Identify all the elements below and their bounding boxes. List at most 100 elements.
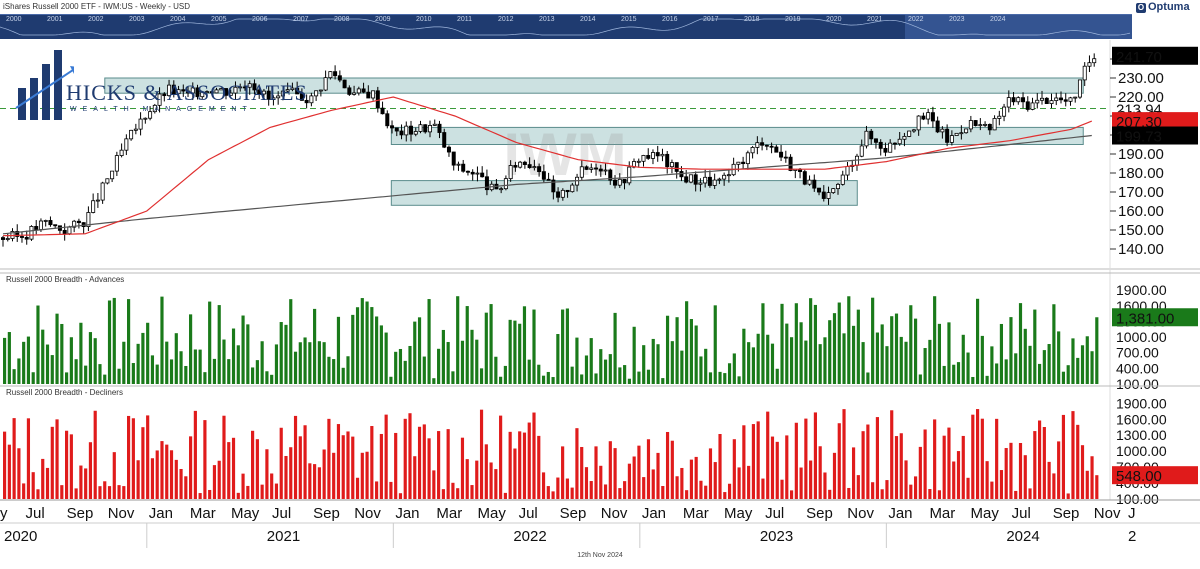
logo-tagline: WEALTH MANAGEMENT — [70, 106, 253, 113]
candle-body — [157, 93, 162, 106]
advances-bar — [336, 316, 341, 384]
navigator-year-label: 2005 — [211, 16, 227, 23]
chart-header: iShares Russell 2000 ETF - IWM:US - Week… — [0, 0, 1200, 14]
decliners-bar — [231, 437, 236, 499]
candle-body — [717, 178, 722, 181]
decliners-bar — [98, 486, 102, 499]
decliners-bar — [751, 424, 755, 499]
decliners-bar — [618, 488, 622, 499]
decliners-bar — [499, 415, 503, 499]
candle-body — [703, 176, 708, 184]
advances-bar — [561, 309, 565, 384]
decliners-bar — [270, 473, 274, 499]
advances-bar — [704, 348, 708, 384]
advances-bar — [718, 371, 722, 384]
decliners-bar — [651, 469, 655, 499]
decliners-bar — [107, 486, 112, 499]
decliners-bar — [851, 447, 856, 499]
advances-bar — [460, 340, 465, 384]
advances-bar — [890, 316, 894, 384]
candle-body — [907, 130, 912, 137]
decliners-bar — [117, 485, 121, 499]
decliners-bar — [513, 448, 517, 499]
decliners-bar — [45, 467, 50, 499]
decliners-bar — [732, 439, 736, 499]
price-tick-label: 140.00 — [1118, 241, 1164, 258]
candle-body — [162, 93, 167, 97]
candle-body — [669, 162, 674, 168]
candle-body — [1058, 97, 1063, 101]
navigator-year-label: 2023 — [949, 16, 965, 23]
decliners-bar — [880, 489, 884, 499]
candle-body — [603, 169, 608, 172]
advances-bar — [565, 308, 569, 384]
candle-body — [1011, 97, 1016, 103]
decliners-bar — [456, 488, 460, 499]
candle-body — [831, 188, 836, 194]
candle-body — [0, 237, 6, 240]
advances-bar — [422, 356, 426, 384]
candle-body — [38, 220, 43, 230]
x-axis-month-label: Sep — [1053, 505, 1080, 522]
candle-body — [290, 87, 295, 91]
candle-body — [584, 166, 589, 170]
advances-bar — [818, 344, 822, 384]
decliners-bar — [1004, 448, 1008, 499]
advances-bar — [794, 303, 798, 384]
advances-bar — [937, 323, 942, 384]
advances-bar — [603, 359, 608, 384]
candle-body — [655, 152, 660, 157]
candle-body — [342, 79, 347, 89]
candle-body — [641, 155, 646, 162]
advances-bar — [1037, 363, 1042, 384]
price-tick-label: 170.00 — [1118, 184, 1164, 201]
advances-bar — [55, 313, 59, 384]
candle-body — [1087, 62, 1092, 67]
advances-bar — [479, 368, 484, 384]
advances-last-bg — [1112, 308, 1198, 327]
candle-body — [945, 128, 950, 143]
candle-body — [992, 118, 997, 131]
candle-body — [361, 88, 366, 93]
candle-body — [570, 184, 575, 193]
advances-bar — [465, 306, 469, 384]
advances-bar — [866, 372, 870, 384]
navigator-year-label: 2021 — [867, 16, 883, 23]
candle-body — [1016, 97, 1021, 103]
advances-bar — [355, 307, 360, 384]
advances-bar — [1071, 338, 1075, 384]
candle-body — [688, 174, 693, 183]
candle-body — [318, 89, 323, 92]
x-axis-month-label: Jan — [888, 505, 912, 522]
candle-body — [826, 192, 831, 199]
decliners-bar — [1090, 456, 1094, 499]
advances-bar — [1047, 344, 1051, 384]
advances-bar — [599, 349, 603, 384]
advances-bar — [379, 325, 383, 384]
decliners-bar — [918, 446, 922, 499]
advances-bar — [956, 362, 961, 384]
advances-bar — [231, 328, 236, 384]
decliners-bar — [3, 431, 7, 499]
candle-body — [390, 125, 395, 129]
advances-bar — [651, 338, 655, 384]
decliners-bar — [828, 489, 832, 499]
decliners-bar — [494, 469, 498, 499]
x-axis-year-label: 2024 — [1006, 528, 1039, 545]
decliners-bar — [303, 425, 307, 499]
candle-body — [902, 135, 907, 140]
decliners-bar — [346, 431, 350, 499]
candle-body — [385, 113, 390, 127]
navigator-year-label: 2015 — [621, 16, 637, 23]
decliners-bar — [775, 441, 779, 499]
decliners-tick-label: 1300.00 — [1116, 427, 1167, 443]
optuma-logo-icon: O — [1136, 3, 1146, 13]
decliners-bar — [336, 424, 341, 499]
decliners-bar — [875, 417, 879, 499]
advances-bar — [623, 365, 627, 384]
decliners-bar — [7, 444, 11, 499]
decliners-bar — [646, 439, 651, 499]
advances-bar — [189, 314, 193, 384]
decliners-bar — [727, 483, 732, 499]
advances-bar — [522, 306, 527, 384]
